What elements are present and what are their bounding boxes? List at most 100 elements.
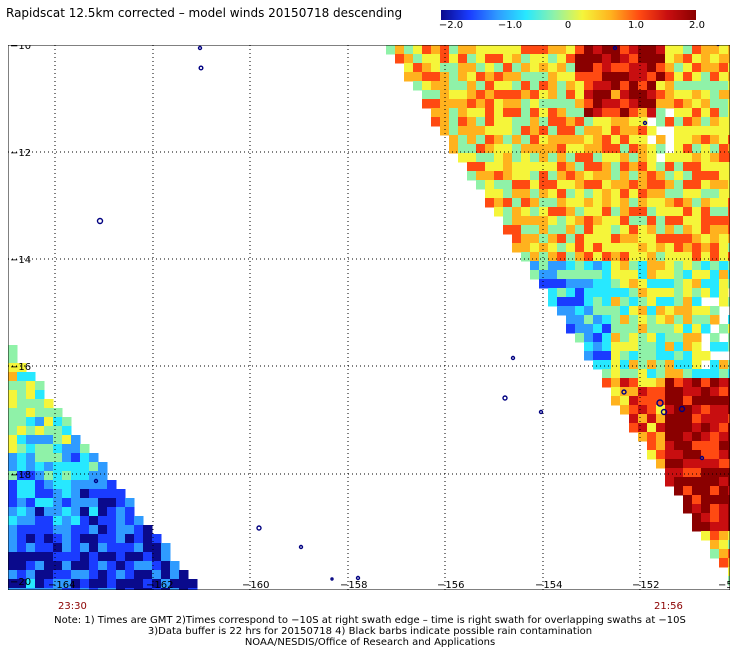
swath-cell (674, 450, 684, 460)
swath-cell (44, 516, 54, 526)
swath-cell (458, 153, 468, 163)
swath-cell (611, 189, 621, 199)
swath-cell (665, 243, 675, 253)
swath-cell (719, 162, 729, 172)
swath-cell (431, 90, 441, 100)
swath-cell (71, 507, 81, 517)
swath-cell (116, 507, 126, 517)
swath-cell (539, 198, 549, 208)
swath-cell (161, 543, 171, 553)
swath-cell (26, 588, 36, 590)
swath-cell (629, 126, 639, 136)
swath-cell (728, 189, 730, 199)
swath-cell (602, 342, 612, 352)
swath-cell (107, 516, 117, 526)
swath-cell (80, 570, 90, 580)
swath-cell (467, 162, 477, 172)
swath-cell (575, 99, 585, 109)
swath-cell (629, 315, 639, 325)
swath-cell (494, 207, 504, 217)
swath-cell (647, 333, 657, 343)
swath-cell (35, 489, 45, 499)
swath-cell (629, 405, 639, 415)
swath-cell (728, 270, 730, 280)
swath-cell (485, 144, 495, 154)
swath-cell (656, 441, 666, 451)
swath-cell (530, 261, 540, 271)
swath-cell (620, 126, 630, 136)
swath-cell (62, 471, 72, 481)
island-outline (355, 575, 361, 581)
swath-cell (674, 288, 684, 298)
swath-cell (665, 387, 675, 397)
swath-cell (575, 171, 585, 181)
swath-cell (647, 315, 657, 325)
swath-cell (584, 288, 594, 298)
swath-cell (728, 576, 730, 586)
swath-cell (134, 561, 144, 571)
swath-cell (719, 54, 729, 64)
longitude-label: −158 (340, 580, 367, 590)
swath-cell (620, 117, 630, 127)
swath-cell (53, 579, 63, 589)
swath-cell (539, 99, 549, 109)
swath-cell (80, 534, 90, 544)
swath-cell (548, 297, 558, 307)
swath-cell (602, 279, 612, 289)
swath-cell (575, 72, 585, 82)
swath-cell (566, 306, 576, 316)
swath-cell (620, 144, 630, 154)
swath-cell (557, 306, 567, 316)
swath-cell (602, 333, 612, 343)
swath-cell (8, 579, 18, 589)
swath-cell (485, 63, 495, 73)
swath-cell (674, 180, 684, 190)
swath-cell (701, 63, 711, 73)
swath-cell (656, 225, 666, 235)
swath-cell (35, 435, 45, 445)
swath-cell (620, 288, 630, 298)
swath-cell (485, 198, 495, 208)
swath-cell (629, 117, 639, 127)
swath-cell (629, 396, 639, 406)
swath-cell (161, 561, 171, 571)
swath-cell (728, 423, 730, 433)
swath-cell (467, 153, 477, 163)
swath-cell (620, 99, 630, 109)
swath-cell (719, 108, 729, 118)
swath-cell (611, 279, 621, 289)
swath-cell (89, 543, 99, 553)
island-outline (678, 405, 686, 413)
swath-cell (449, 144, 459, 154)
swath-cell (665, 90, 675, 100)
swath-cell (647, 297, 657, 307)
swath-cell (728, 54, 730, 64)
swath-cell (593, 198, 603, 208)
swath-cell (593, 351, 603, 361)
swath-cell (80, 579, 90, 589)
swath-cell (674, 90, 684, 100)
swath-cell (629, 414, 639, 424)
swath-cell (665, 63, 675, 73)
swath-cell (521, 45, 531, 55)
swath-cell (728, 90, 730, 100)
swath-cell (665, 216, 675, 226)
swath-cell (683, 288, 693, 298)
swath-cell (557, 54, 567, 64)
swath-cell (395, 45, 405, 55)
latitude-label: −20 (10, 577, 31, 588)
swath-cell (728, 162, 730, 172)
swath-cell (728, 261, 730, 271)
swath-cell (593, 72, 603, 82)
swath-cell (638, 297, 648, 307)
swath-cell (539, 189, 549, 199)
swath-cell (593, 135, 603, 145)
swath-cell (710, 486, 720, 496)
swath-cell (584, 252, 594, 262)
swath-cell (602, 117, 612, 127)
swath-cell (395, 54, 405, 64)
swath-cell (17, 489, 27, 499)
swath-cell (611, 297, 621, 307)
swath-cell (548, 108, 558, 118)
swath-cell (53, 444, 63, 454)
